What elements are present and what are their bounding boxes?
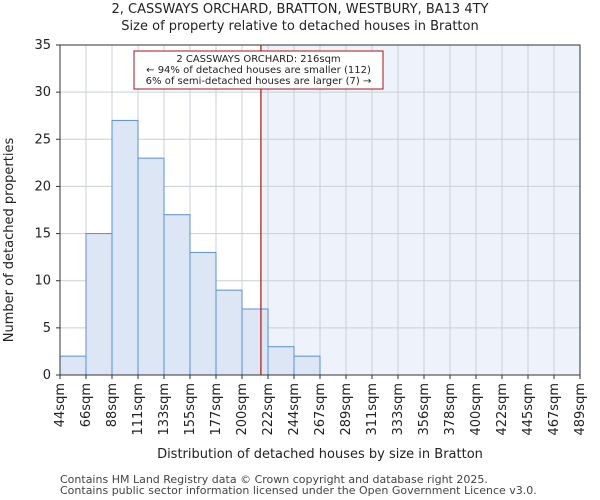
x-tick-label: 200sqm: [235, 383, 250, 436]
y-tick-label: 25: [34, 132, 51, 147]
x-tick-label: 289sqm: [339, 383, 354, 436]
x-tick-label: 489sqm: [573, 383, 588, 436]
y-tick-label: 15: [34, 227, 51, 242]
y-axis-label: Number of detached properties: [2, 138, 17, 343]
x-tick-label: 333sqm: [391, 383, 406, 436]
x-tick-label: 467sqm: [547, 383, 562, 436]
histogram-bar: [137, 157, 165, 376]
annotation-line: ← 94% of detached houses are smaller (11…: [146, 65, 371, 76]
histogram-bar: [189, 251, 217, 376]
x-tick-label: 400sqm: [469, 383, 484, 436]
histogram-bar: [163, 214, 191, 376]
y-tick-label: 20: [34, 179, 51, 194]
x-tick-label: 133sqm: [157, 383, 172, 436]
x-tick-label: 244sqm: [287, 383, 302, 436]
footer-licence: Contains public sector information licen…: [60, 484, 537, 497]
x-tick-label: 44sqm: [53, 383, 68, 427]
x-tick-label: 66sqm: [79, 383, 94, 427]
y-tick-label: 30: [34, 85, 51, 100]
x-tick-label: 222sqm: [261, 383, 276, 436]
x-tick-label: 88sqm: [105, 383, 120, 427]
y-tick-label: 5: [43, 321, 51, 336]
y-tick-label: 0: [43, 368, 51, 383]
histogram-bar: [267, 346, 295, 376]
histogram-bar: [59, 355, 87, 376]
x-tick-label: 445sqm: [521, 383, 536, 436]
chart-subtitle: Size of property relative to detached ho…: [121, 19, 479, 34]
y-tick-label: 35: [34, 38, 51, 53]
chart-title: 2, CASSWAYS ORCHARD, BRATTON, WESTBURY, …: [111, 2, 489, 17]
annotation-line: 6% of semi-detached houses are larger (7…: [146, 76, 372, 87]
x-tick-label: 311sqm: [365, 383, 380, 436]
x-tick-label: 422sqm: [495, 383, 510, 436]
annotation-line: 2 CASSWAYS ORCHARD: 216sqm: [176, 54, 340, 65]
histogram-bar: [85, 233, 113, 376]
larger-region-shade: [260, 45, 580, 375]
histogram-bar: [241, 308, 269, 376]
x-tick-label: 378sqm: [443, 383, 458, 436]
x-tick-label: 356sqm: [417, 383, 432, 436]
x-tick-label: 111sqm: [131, 383, 146, 436]
footer-copyright: Contains HM Land Registry data © Crown c…: [60, 473, 488, 486]
x-axis-label: Distribution of detached houses by size …: [157, 447, 483, 462]
x-tick-label: 177sqm: [209, 383, 224, 436]
x-tick-label: 267sqm: [313, 383, 328, 436]
histogram-bar: [215, 289, 243, 376]
annotation-box: [133, 50, 384, 90]
histogram-bar: [111, 119, 139, 376]
y-tick-label: 10: [34, 274, 51, 289]
histogram-bar: [293, 355, 321, 376]
x-tick-label: 155sqm: [183, 383, 198, 436]
